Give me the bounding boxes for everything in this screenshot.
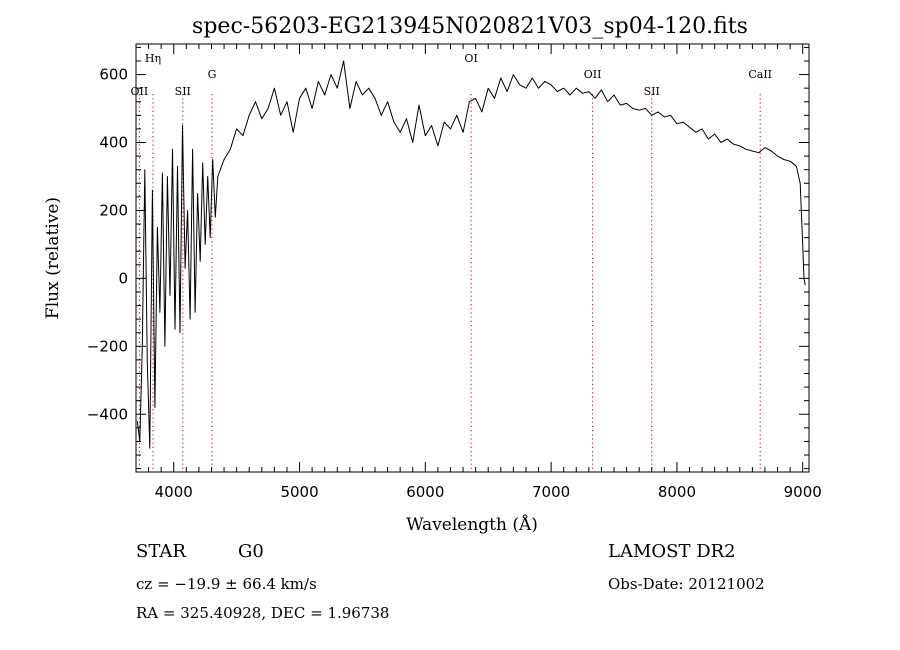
object-class: STAR [136, 541, 186, 562]
x-tick-label: 8000 [658, 483, 696, 501]
redshift-velocity: cz = −19.9 ± 66.4 km/s [136, 575, 317, 593]
spectral-line-label: SII [175, 85, 191, 98]
y-tick-label: −200 [87, 337, 128, 355]
y-tick-label: 0 [118, 269, 128, 287]
y-tick-label: 400 [99, 134, 128, 152]
spectral-line-label: OI [464, 52, 477, 65]
spectrum-series-line [136, 60, 806, 449]
y-axis-label: Flux (relative) [43, 197, 63, 319]
object-subclass: G0 [238, 541, 264, 562]
spectral-line-label: OII [131, 85, 149, 98]
coordinates: RA = 325.40928, DEC = 1.96738 [136, 604, 390, 622]
observation-date: Obs-Date: 20121002 [608, 575, 765, 593]
plot-frame [135, 43, 810, 473]
x-tick-label: 9000 [784, 483, 822, 501]
x-tick-label: 7000 [532, 483, 570, 501]
spectral-line-label: OII [584, 68, 602, 81]
y-tick-label: 600 [99, 66, 128, 84]
spectral-line-label: G [208, 68, 217, 81]
x-axis-label: Wavelength (Å) [406, 514, 538, 535]
spectral-line-label: CaII [748, 68, 772, 81]
x-tick-label: 5000 [280, 483, 318, 501]
y-tick-label: 200 [99, 201, 128, 219]
survey-name: LAMOST DR2 [608, 541, 736, 562]
x-tick-label: 4000 [155, 483, 193, 501]
y-tick-label: −400 [87, 405, 128, 423]
x-tick-label: 6000 [406, 483, 444, 501]
spectral-line-label: SII [644, 85, 660, 98]
spectral-line-label: Hη [145, 52, 161, 65]
chart-title: spec-56203-EG213945N020821V03_sp04-120.f… [192, 14, 748, 39]
